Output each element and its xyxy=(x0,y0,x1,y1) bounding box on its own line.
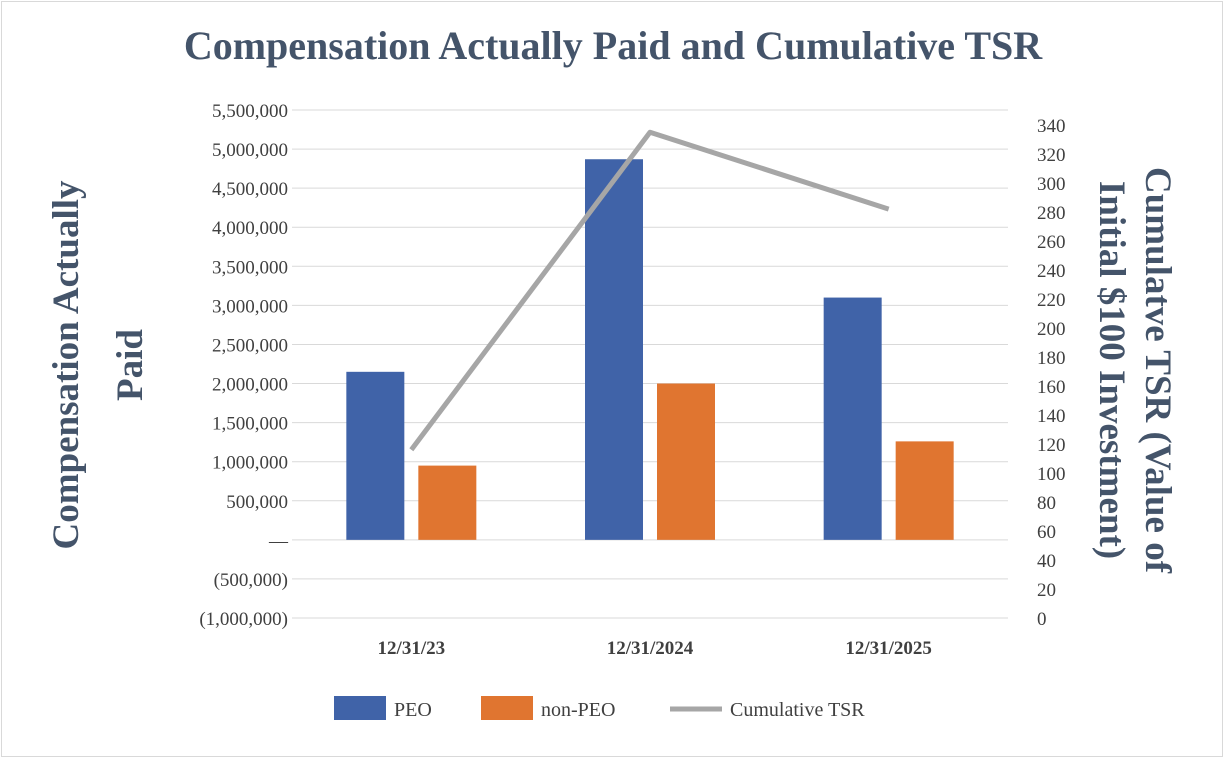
left-axis-title-line: Paid xyxy=(110,329,151,401)
category-label: 12/31/2025 xyxy=(845,638,932,659)
tsr-line-group xyxy=(409,129,890,452)
legend-swatch-non-peo xyxy=(481,696,533,720)
left-axis-title-line: Compensation Actually xyxy=(46,180,87,550)
bar-peo xyxy=(823,297,882,540)
legend-label-non-peo: non-PEO xyxy=(541,699,615,721)
category-labels: 12/31/23 12/31/2024 12/31/2025 xyxy=(378,638,932,659)
right-axis-title-line: Initial $100 Investment) xyxy=(1091,181,1132,559)
right-tick-label: 140 xyxy=(1037,406,1066,427)
right-tick-label: 120 xyxy=(1037,435,1066,456)
left-tick-label: 3,000,000 xyxy=(212,296,288,317)
legend: PEO non-PEO Cumulative TSR xyxy=(334,696,865,721)
left-tick-label: 1,500,000 xyxy=(212,414,288,435)
right-tick-label: 260 xyxy=(1037,232,1066,253)
bar-non-peo xyxy=(418,465,477,540)
category-label: 12/31/23 xyxy=(378,638,446,659)
bar-peo xyxy=(585,159,643,540)
left-tick-label: 500,000 xyxy=(226,492,288,513)
bar-peo xyxy=(346,371,405,540)
legend-label-peo: PEO xyxy=(394,699,432,721)
left-tick-label: 5,500,000 xyxy=(212,101,288,122)
left-tick-label: 2,500,000 xyxy=(212,335,288,356)
right-tick-label: 200 xyxy=(1037,319,1066,340)
right-axis-title-line: Cumulatve TSR (Value of xyxy=(1137,167,1178,574)
right-tick-label: 40 xyxy=(1037,551,1056,572)
right-axis-ticks: 3403203002802602402202001801601401201008… xyxy=(1037,116,1066,630)
right-tick-label: 300 xyxy=(1037,174,1066,195)
right-tick-label: 80 xyxy=(1037,493,1056,514)
left-tick-label: 3,500,000 xyxy=(212,257,288,278)
left-tick-label: 5,000,000 xyxy=(212,140,288,161)
left-tick-label: 2,000,000 xyxy=(212,375,288,396)
right-tick-label: 320 xyxy=(1037,145,1066,166)
right-tick-label: 100 xyxy=(1037,464,1066,485)
bar-non-peo xyxy=(657,383,715,540)
right-tick-label: 0 xyxy=(1037,609,1047,630)
left-axis-ticks: 5,500,000 5,000,000 4,500,000 4,000,000 3,50… xyxy=(199,101,289,630)
right-tick-label: 180 xyxy=(1037,348,1066,369)
bar-non-peo xyxy=(895,441,954,540)
left-tick-label: 4,000,000 xyxy=(212,218,288,239)
tsr-line xyxy=(409,129,890,452)
left-tick-label: (500,000) xyxy=(214,570,288,591)
right-tick-label: 60 xyxy=(1037,522,1056,543)
legend-swatch-peo xyxy=(334,696,386,720)
left-tick-label: (1,000,000) xyxy=(199,609,288,630)
left-tick-label: 4,500,000 xyxy=(212,179,288,200)
right-tick-label: 220 xyxy=(1037,290,1066,311)
left-tick-label: — xyxy=(268,531,289,552)
right-tick-label: 20 xyxy=(1037,580,1056,601)
chart-title: Compensation Actually Paid and Cumulativ… xyxy=(183,23,1043,68)
right-tick-label: 340 xyxy=(1037,116,1066,137)
right-tick-label: 240 xyxy=(1037,261,1066,282)
bars xyxy=(346,159,954,540)
right-tick-label: 160 xyxy=(1037,377,1066,398)
legend-label-cumulative-tsr: Cumulative TSR xyxy=(730,699,865,721)
gridlines xyxy=(292,109,1008,619)
left-tick-label: 1,000,000 xyxy=(212,453,288,474)
right-tick-label: 280 xyxy=(1037,203,1066,224)
category-label: 12/31/2024 xyxy=(607,638,694,659)
left-axis-title: Compensation Actually Paid xyxy=(46,180,151,550)
